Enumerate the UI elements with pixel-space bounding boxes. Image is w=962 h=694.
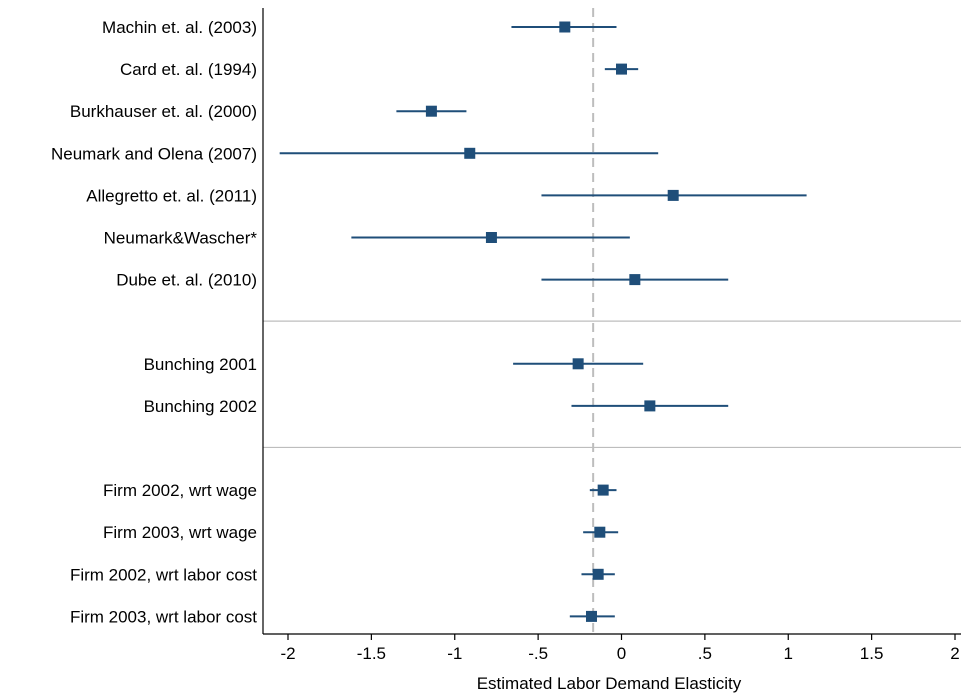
x-tick-label: 2 [950, 644, 959, 663]
x-tick-label: -1.5 [357, 644, 386, 663]
row-label: Bunching 2002 [144, 397, 257, 416]
estimate-marker [485, 232, 497, 243]
row-label: Card et. al. (1994) [120, 60, 257, 79]
row-label: Machin et. al. (2003) [102, 18, 257, 37]
estimate-marker [572, 358, 584, 370]
group-separators [263, 320, 961, 449]
x-tick-label: -.5 [528, 644, 548, 663]
x-tick-label: 0 [617, 644, 626, 663]
row-label: Firm 2003, wrt wage [103, 523, 257, 542]
estimate-marker [585, 610, 597, 622]
row-label: Neumark and Olena (2007) [51, 144, 257, 163]
row-label: Dube et. al. (2010) [116, 271, 257, 290]
estimate-marker [597, 484, 609, 496]
row-label: Firm 2002, wrt labor cost [70, 565, 257, 584]
row-labels: Machin et. al. (2003) Card et. al. (1994)… [51, 18, 257, 626]
x-axis-ticks: -2 -1.5 -1 -.5 0 .5 1 1.5 2 [280, 634, 960, 663]
estimate-marker [559, 21, 571, 33]
estimate-marker [464, 147, 476, 159]
x-axis-title: Estimated Labor Demand Elasticity [477, 674, 742, 693]
estimate-marker [667, 189, 679, 201]
estimate-marker [594, 526, 606, 538]
row-label: Neumark&Wascher* [104, 229, 258, 248]
row-label: Burkhauser et. al. (2000) [70, 102, 257, 121]
x-tick-label: 1.5 [860, 644, 884, 663]
row-label: Firm 2003, wrt labor cost [70, 607, 257, 626]
estimate-marker [629, 274, 641, 286]
x-tick-label: -2 [280, 644, 295, 663]
estimate-marker [592, 568, 604, 580]
estimate-marker [644, 400, 656, 412]
estimate-marker [616, 63, 627, 75]
estimates [279, 21, 807, 622]
estimate-marker [425, 105, 437, 117]
row-label: Bunching 2001 [144, 355, 257, 374]
x-tick-label: 1 [784, 644, 793, 663]
row-label: Allegretto et. al. (2011) [86, 186, 257, 205]
row-label: Firm 2002, wrt wage [103, 481, 257, 500]
x-tick-label: -1 [447, 644, 462, 663]
x-tick-label: .5 [698, 644, 712, 663]
